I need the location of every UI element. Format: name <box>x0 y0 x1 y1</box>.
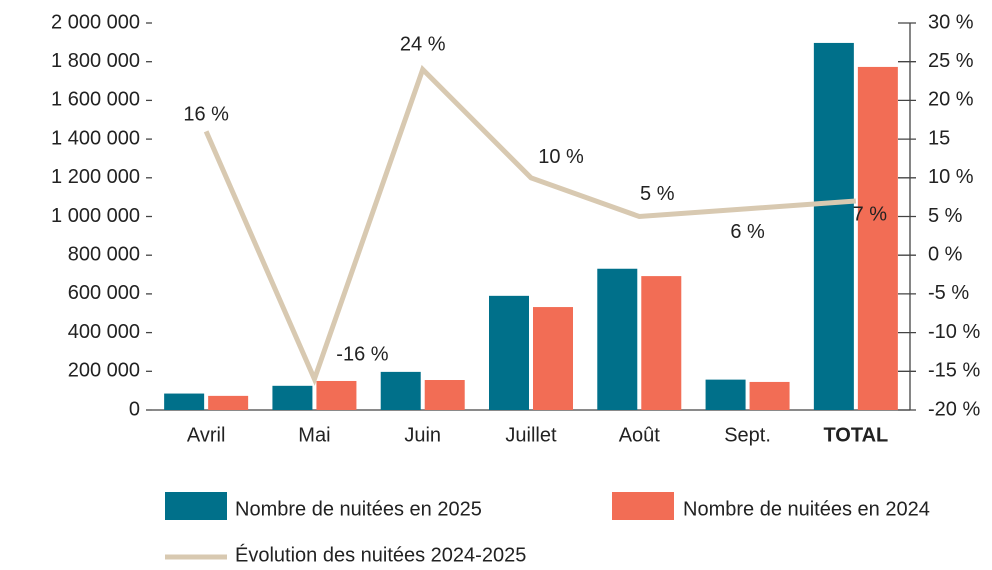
y-tick-label: 600 000 <box>68 282 140 304</box>
bar <box>316 380 357 410</box>
y2-tick-label: 15 <box>928 127 950 149</box>
bar <box>489 295 529 410</box>
y2-tick-label: -15 % <box>928 360 980 382</box>
data-label: 7 % <box>853 203 888 225</box>
y-tick-label: 1 200 000 <box>51 166 140 188</box>
y2-tick-label: -10 % <box>928 321 980 343</box>
bar <box>813 42 854 410</box>
y2-tick-label: -20 % <box>928 398 980 420</box>
x-tick-label: Sept. <box>724 424 771 446</box>
y2-tick-label: 5 % <box>928 205 963 227</box>
x-tick-label: TOTAL <box>823 424 888 446</box>
y2-tick-label: 25 % <box>928 50 974 72</box>
y-tick-label: 1 400 000 <box>51 127 140 149</box>
legend-swatch <box>612 492 674 520</box>
data-label: 10 % <box>538 146 584 168</box>
bar <box>533 307 573 410</box>
y-tick-label: 1 000 000 <box>51 205 140 227</box>
bar <box>164 393 205 410</box>
y-tick-label: 800 000 <box>68 243 140 265</box>
data-label: 24 % <box>400 34 446 56</box>
bar <box>641 276 682 410</box>
bar <box>424 380 465 410</box>
x-tick-label: Juin <box>404 424 441 446</box>
data-label: 5 % <box>640 183 675 205</box>
data-label: 6 % <box>730 221 765 243</box>
y-tick-label: 0 <box>129 398 140 420</box>
bar <box>208 395 249 410</box>
bar <box>597 268 638 410</box>
x-tick-label: Août <box>619 424 661 446</box>
y-tick-label: 1 600 000 <box>51 89 140 111</box>
y2-tick-label: 20 % <box>928 89 974 111</box>
legend-label: Nombre de nuitées en 2024 <box>683 498 930 520</box>
y-tick-label: 2 000 000 <box>51 11 140 33</box>
y2-tick-label: 30 % <box>928 11 974 33</box>
y2-tick-label: 0 % <box>928 243 963 265</box>
legend-label: Évolution des nuitées 2024-2025 <box>235 543 526 566</box>
data-label: -16 % <box>336 343 388 365</box>
y-tick-label: 1 800 000 <box>51 50 140 72</box>
y-tick-label: 200 000 <box>68 360 140 382</box>
legend-swatch <box>165 492 227 520</box>
x-tick-label: Mai <box>298 424 330 446</box>
data-label: 16 % <box>183 104 229 126</box>
legend-label: Nombre de nuitées en 2025 <box>235 498 482 520</box>
bar <box>380 371 421 410</box>
line <box>203 64 857 386</box>
x-tick-label: Juillet <box>505 424 557 446</box>
y2-tick-label: 10 % <box>928 166 974 188</box>
y-tick-label: 400 000 <box>68 321 140 343</box>
bar <box>857 66 898 410</box>
x-tick-label: Avril <box>187 424 226 446</box>
bar <box>272 385 313 410</box>
bar <box>749 381 790 410</box>
y2-tick-label: -5 % <box>928 282 969 304</box>
bar <box>705 379 746 410</box>
